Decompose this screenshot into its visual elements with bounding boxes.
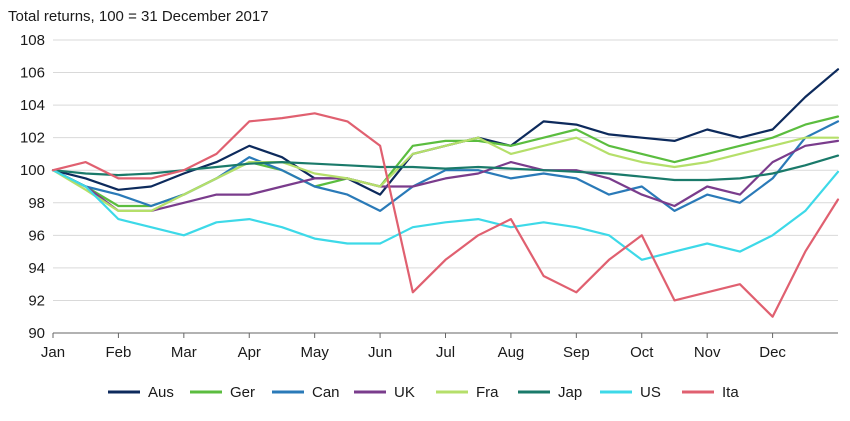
series-line-can [51, 120, 840, 212]
series-line-uk [51, 139, 840, 212]
y-tick-label: 106 [20, 65, 45, 82]
x-tick-label: May [300, 344, 329, 361]
legend: Aus Ger Can UK Fra Jap US Ita [108, 384, 739, 401]
series-line-ger [51, 115, 840, 208]
y-tick-labels: 90 92 94 96 98 100 102 104 106 108 [20, 32, 45, 342]
series-line-fra [51, 136, 840, 212]
legend-label: Ger [230, 384, 255, 401]
y-tick-label: 100 [20, 162, 45, 179]
x-tick-label: Oct [630, 344, 654, 361]
x-tick-label: Dec [759, 344, 786, 361]
x-tick-label: Apr [238, 344, 261, 361]
series-lines [51, 68, 840, 318]
y-tick-label: 92 [28, 292, 45, 309]
legend-label: Fra [476, 384, 499, 401]
x-tick-label: Nov [694, 344, 721, 361]
x-tick-label: Feb [105, 344, 131, 361]
legend-label: UK [394, 384, 415, 401]
y-tick-label: 94 [28, 260, 45, 277]
y-tick-label: 96 [28, 227, 45, 244]
legend-label: Ita [722, 384, 739, 401]
x-tick-label: Jul [436, 344, 455, 361]
legend-label: US [640, 384, 661, 401]
y-tick-label: 98 [28, 195, 45, 212]
y-tick-label: 104 [20, 97, 45, 114]
legend-label: Jap [558, 384, 582, 401]
x-tick-label: Mar [171, 344, 197, 361]
x-tick-label: Jan [41, 344, 65, 361]
series-line-us [51, 169, 840, 261]
series-line-ita [51, 112, 840, 318]
x-tick-labels: Jan Feb Mar Apr May Jun Jul Aug Sep Oct Nov Dec [41, 344, 787, 361]
legend-label: Can [312, 384, 340, 401]
x-tick-label: Jun [368, 344, 392, 361]
series-line-aus [51, 68, 840, 196]
x-tick-label: Aug [498, 344, 525, 361]
y-tick-label: 108 [20, 32, 45, 49]
chart-subtitle: Total returns, 100 = 31 December 2017 [8, 8, 269, 25]
y-tick-label: 90 [28, 325, 45, 342]
x-tick-label: Sep [563, 344, 590, 361]
y-tick-label: 102 [20, 130, 45, 147]
legend-label: Aus [148, 384, 174, 401]
